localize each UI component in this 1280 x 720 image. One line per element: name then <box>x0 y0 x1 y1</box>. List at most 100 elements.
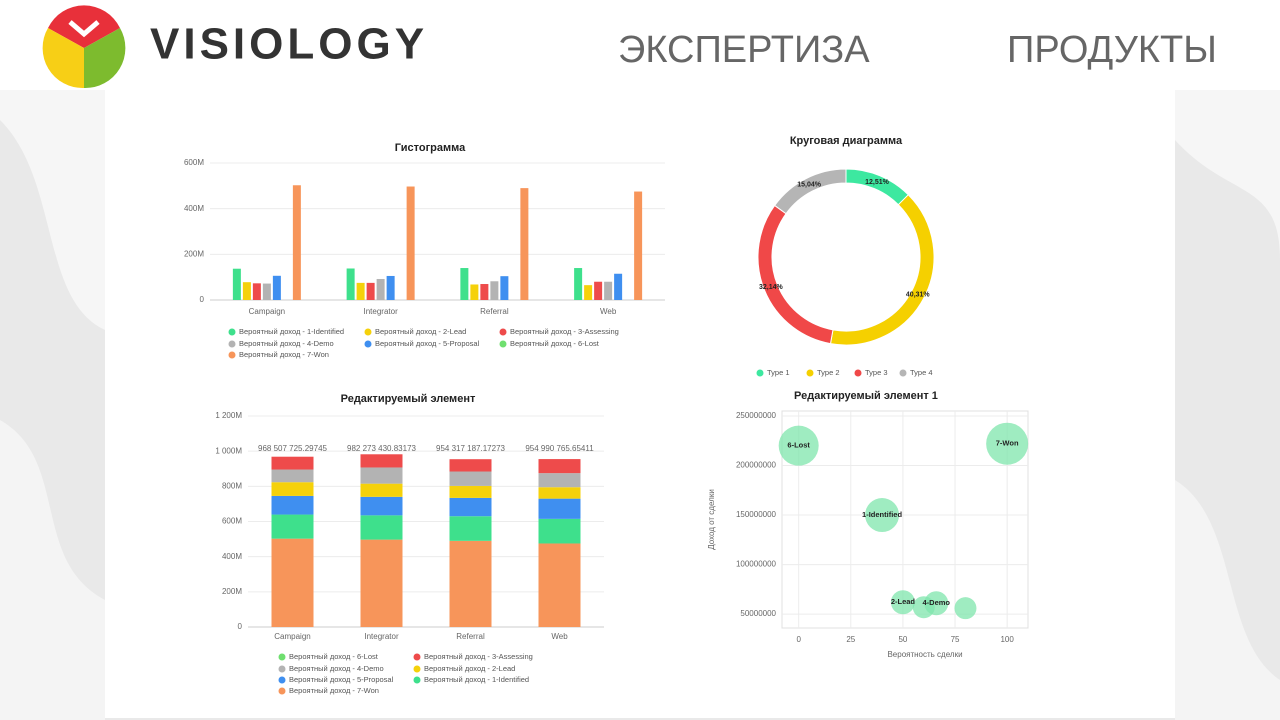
x-tick-label: 25 <box>846 635 855 644</box>
nav-link[interactable]: ЭКСПЕРТИЗА <box>618 29 870 71</box>
x-tick-label: Campaign <box>274 632 310 641</box>
legend-label: Вероятный доход - 5-Proposal <box>289 675 394 684</box>
y-tick-label: 1 000M <box>215 446 242 455</box>
y-tick-label: 200M <box>222 587 242 596</box>
bar <box>292 185 301 300</box>
y-tick-label: 200000000 <box>736 461 777 470</box>
legend-label: Вероятный доход - 1-Identified <box>239 327 344 336</box>
bar-segment <box>360 539 403 627</box>
donut-slice <box>773 168 847 215</box>
legend-label: Вероятный доход - 6-Lost <box>510 339 600 348</box>
bar-segment <box>538 459 581 474</box>
bar <box>594 281 603 300</box>
bar-segment <box>538 487 581 499</box>
bar-segment <box>449 459 492 472</box>
bar-segment <box>360 454 403 468</box>
legend-label: Вероятный доход - 3-Assessing <box>424 652 533 661</box>
nav-link[interactable]: ПРОДУКТЫ <box>1007 29 1217 71</box>
y-tick-label: 0 <box>200 295 205 304</box>
bubble <box>954 597 977 620</box>
bar <box>470 284 479 300</box>
header-bar <box>0 0 1280 90</box>
bar <box>232 268 241 300</box>
slice-label: 12,51% <box>865 179 890 186</box>
bar <box>574 268 583 300</box>
y-tick-label: 1 200M <box>215 411 242 420</box>
brand: VISIOLOGY <box>150 20 428 69</box>
bar-segment <box>538 518 581 544</box>
x-tick-label: Integrator <box>364 307 399 316</box>
bar-segment <box>360 496 403 516</box>
x-tick-label: Campaign <box>249 307 285 316</box>
x-tick-label: Web <box>600 307 617 316</box>
bar <box>252 283 261 300</box>
legend-swatch <box>278 687 286 695</box>
panel <box>105 90 1175 718</box>
bubble-label: 1-Identified <box>862 510 902 519</box>
legend-label: Вероятный доход - 6-Lost <box>289 652 379 661</box>
bar <box>346 268 355 300</box>
bar <box>604 281 613 300</box>
slice-label: 40,31% <box>906 291 931 298</box>
bar <box>584 285 593 300</box>
bar <box>520 188 529 300</box>
legend-swatch <box>364 328 372 336</box>
bubble <box>865 498 900 533</box>
bar-segment <box>360 515 403 540</box>
legend-swatch <box>278 676 286 684</box>
legend-swatch <box>364 340 372 348</box>
legend-label: Type 2 <box>817 368 840 377</box>
y-tick-label: 400M <box>184 204 204 213</box>
bubble-label: 6-Lost <box>787 441 810 450</box>
decor-wave <box>0 420 105 720</box>
bar <box>460 268 469 300</box>
total-label: 954 317 187.17273 <box>436 444 506 453</box>
y-tick-label: 600M <box>222 517 242 526</box>
legend-label: Вероятный доход - 7-Won <box>289 686 379 695</box>
bar-segment <box>449 540 492 627</box>
bar <box>376 278 385 300</box>
charts: Гистограмма 0 200M 400M 600M Campaign Integrat… <box>184 135 1029 695</box>
x-tick-label: 100 <box>1000 635 1014 644</box>
legend-label: Вероятный доход - 4-Demo <box>239 339 334 348</box>
bubble-label: 7-Won <box>996 439 1019 448</box>
slice-label: 15,04% <box>797 182 822 189</box>
bar-segment <box>449 471 492 486</box>
bar <box>242 282 251 300</box>
bar <box>500 276 509 300</box>
decor-wave <box>1175 480 1280 720</box>
legend-swatch <box>413 653 421 661</box>
bubble-label: 2-Lead <box>891 597 916 606</box>
legend-label: Type 1 <box>767 368 790 377</box>
legend-swatch <box>413 676 421 684</box>
legend-label: Вероятный доход - 2-Lead <box>424 664 515 673</box>
bar-segment <box>271 514 314 539</box>
bar-segment <box>538 473 581 488</box>
bar <box>406 186 415 300</box>
bubble <box>986 422 1029 465</box>
y-tick-label: 400M <box>222 552 242 561</box>
bar-segment <box>538 498 581 519</box>
legend-swatch <box>413 665 421 673</box>
bar <box>480 284 489 300</box>
legend-swatch <box>228 351 236 359</box>
bar <box>634 191 643 300</box>
x-tick-label: 0 <box>796 635 801 644</box>
y-tick-label: 100000000 <box>736 560 777 569</box>
bubble <box>890 590 915 615</box>
bar-segment <box>271 538 314 627</box>
y-tick-label: 200M <box>184 249 204 258</box>
legend-label: Вероятный доход - 7-Won <box>239 350 329 359</box>
chart-title: Редактируемый элемент <box>341 393 476 405</box>
legend-label: Type 3 <box>865 368 888 377</box>
legend-swatch <box>228 328 236 336</box>
bar-segment <box>449 485 492 498</box>
legend-swatch <box>854 369 862 377</box>
legend-label: Вероятный доход - 5-Proposal <box>375 339 480 348</box>
legend-label: Вероятный доход - 3-Assessing <box>510 327 619 336</box>
bar-segment <box>449 497 492 517</box>
bubble-label: 4-Demo <box>923 598 951 607</box>
y-tick-label: 800M <box>222 481 242 490</box>
y-tick-label: 150000000 <box>736 510 777 519</box>
total-label: 954 990 765.65411 <box>525 444 594 453</box>
